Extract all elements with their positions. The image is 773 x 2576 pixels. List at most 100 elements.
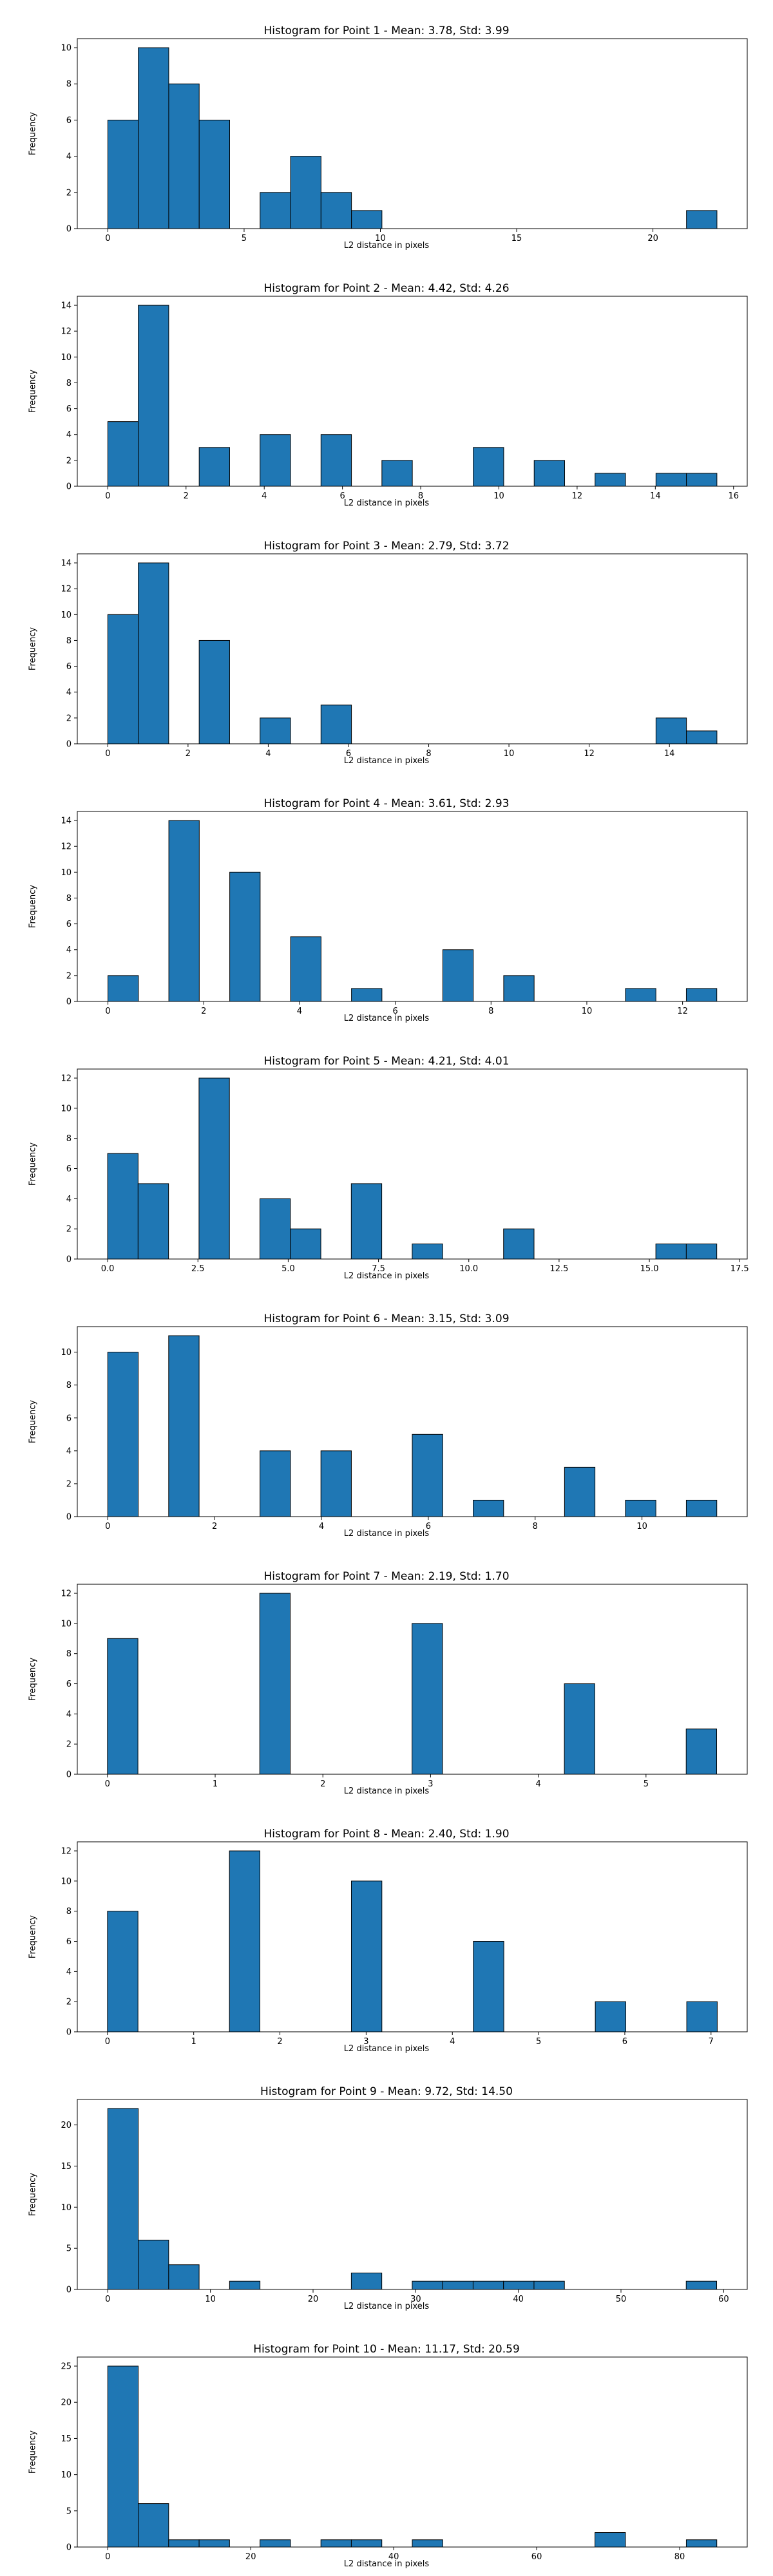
histogram-panel-4: 0 2 4 6 8 10 12 0 2 4 6 8 10 12 14 Histogram for Point …	[0, 773, 773, 1030]
x-tick-label: 60	[718, 2295, 729, 2304]
y-tick-label: 10	[61, 1104, 72, 1113]
x-tick-label: 10	[582, 1007, 593, 1016]
y-tick-label: 2	[66, 456, 72, 466]
histogram-bar	[685, 2280, 718, 2290]
y-tick-label: 4	[66, 1195, 72, 1204]
y-tick-label: 12	[61, 327, 72, 337]
histogram-bar	[503, 1228, 535, 1260]
x-tick-label: 4	[262, 491, 267, 501]
histogram-bar	[685, 1499, 718, 1517]
x-tick-label: 10	[504, 749, 515, 759]
y-tick-label: 15	[61, 2434, 72, 2444]
histogram-bar	[168, 2539, 200, 2548]
histogram-bar	[229, 871, 261, 1002]
x-tick-label: 4	[319, 1522, 324, 1531]
y-axis-label: Frequency	[28, 2430, 38, 2474]
y-axis-label: Frequency	[28, 884, 38, 929]
x-tick-label: 6	[392, 1007, 397, 1016]
chart-title: Histogram for Point 2 - Mean: 4.42, Std:…	[263, 282, 510, 295]
histogram-bar	[168, 1335, 200, 1517]
y-axis-label: Frequency	[28, 1142, 38, 1186]
y-tick-label: 2	[66, 714, 72, 723]
histogram-panel-8: 0 1 2 3 4 5 6 7 0 2 4 6 8 10 12 Histogram for Point 8 -…	[0, 1803, 773, 2061]
x-tick-label: 14	[664, 749, 675, 759]
y-tick-label: 2	[66, 1740, 72, 1750]
histogram-bar	[442, 949, 474, 1002]
histogram-bar	[350, 1183, 383, 1260]
histogram-plot-1: 0 5 10 15 20 0 2 4 6 8 10	[61, 38, 748, 243]
y-tick-label: 6	[66, 920, 72, 929]
x-tick-label: 7.5	[372, 1264, 385, 1274]
histogram-bar	[198, 119, 230, 229]
axes-frame	[77, 38, 748, 229]
histogram-plot-3: 0 2 4 6 8 10 12 14 0 2 4 6 8 10 12 14	[61, 553, 748, 759]
chart-title: Histogram for Point 7 - Mean: 2.19, Std:…	[263, 1570, 510, 1583]
histogram-bar	[168, 2264, 200, 2290]
y-tick-label: 0	[66, 1770, 72, 1780]
histogram-bar	[107, 119, 139, 229]
x-axis-label: L2 distance in pixels	[343, 756, 430, 766]
histogram-bar	[381, 460, 413, 487]
y-axis-label: Frequency	[28, 1399, 38, 1444]
x-tick-label: 4	[265, 749, 271, 759]
histogram-panel-7: 0 1 2 3 4 5 0 2 4 6 8 10 12 Histogram for Point 7 - M…	[0, 1546, 773, 1803]
y-tick-label: 12	[61, 1589, 72, 1599]
histogram-bar	[320, 1450, 352, 1517]
histogram-bar	[595, 2001, 626, 2032]
histogram-bar	[351, 210, 383, 229]
x-tick-label: 0	[105, 1007, 110, 1016]
y-tick-label: 10	[61, 2203, 72, 2213]
histogram-bar	[412, 1244, 443, 1260]
y-tick-label: 10	[61, 2470, 72, 2480]
x-tick-label: 2	[212, 1522, 217, 1531]
x-tick-label: 8	[488, 1007, 493, 1016]
x-tick-label: 10	[636, 1522, 647, 1531]
x-tick-label: 6	[622, 2037, 627, 2047]
x-tick-label: 20	[245, 2552, 256, 2562]
x-tick-label: 5	[242, 234, 247, 243]
histogram-bar	[168, 820, 200, 1002]
y-tick-label: 10	[61, 611, 72, 620]
y-tick-label: 8	[66, 1649, 72, 1659]
x-tick-label: 0	[105, 1522, 110, 1531]
histogram-plot-9: 0 10 20 30 40 50 60 0 5 10 15 20	[61, 2099, 748, 2304]
y-tick-label: 15	[61, 2162, 72, 2172]
histogram-bar	[473, 447, 504, 487]
x-axis-label: L2 distance in pixels	[343, 2302, 430, 2311]
axes-frame	[77, 296, 748, 487]
x-axis-label: L2 distance in pixels	[343, 1271, 430, 1281]
y-tick-label: 12	[61, 842, 72, 852]
y-tick-label: 6	[66, 1414, 72, 1423]
x-tick-label: 12	[584, 749, 595, 759]
x-axis-label: L2 distance in pixels	[343, 2559, 430, 2569]
y-tick-label: 8	[66, 379, 72, 388]
x-tick-label: 10	[375, 234, 386, 243]
x-tick-label: 0	[105, 749, 110, 759]
y-tick-label: 12	[61, 585, 72, 594]
y-tick-label: 4	[66, 1446, 72, 1456]
histogram-bar	[625, 1499, 656, 1517]
x-tick-label: 5.0	[282, 1264, 295, 1274]
y-axis-label: Frequency	[28, 627, 38, 671]
histogram-bar	[290, 1228, 321, 1260]
histogram-plot-6: 0 2 4 6 8 10 0 2 4 6 8 10	[61, 1326, 748, 1531]
x-axis-label: L2 distance in pixels	[343, 241, 430, 251]
histogram-bar	[655, 1244, 687, 1260]
histogram-panel-6: 0 2 4 6 8 10 0 2 4 6 8 10 Histogram for Point 6 - Me…	[0, 1288, 773, 1546]
y-tick-label: 0	[66, 740, 72, 750]
x-tick-label: 4	[450, 2037, 455, 2047]
y-tick-label: 10	[61, 1877, 72, 1886]
y-tick-label: 10	[61, 1619, 72, 1629]
x-tick-label: 2	[201, 1007, 206, 1016]
y-tick-label: 6	[66, 1680, 72, 1689]
histogram-panel-9: 0 10 20 30 40 50 60 0 5 10 15 20 Histogram for Point…	[0, 2061, 773, 2318]
y-tick-label: 0	[66, 998, 72, 1007]
x-tick-label: 50	[616, 2295, 627, 2304]
x-tick-label: 2	[186, 749, 191, 759]
x-tick-label: 0	[105, 2295, 110, 2304]
y-tick-label: 0	[66, 482, 72, 492]
histogram-bar	[290, 936, 321, 1002]
axes-frame	[77, 2099, 748, 2290]
x-tick-label: 20	[647, 234, 658, 243]
